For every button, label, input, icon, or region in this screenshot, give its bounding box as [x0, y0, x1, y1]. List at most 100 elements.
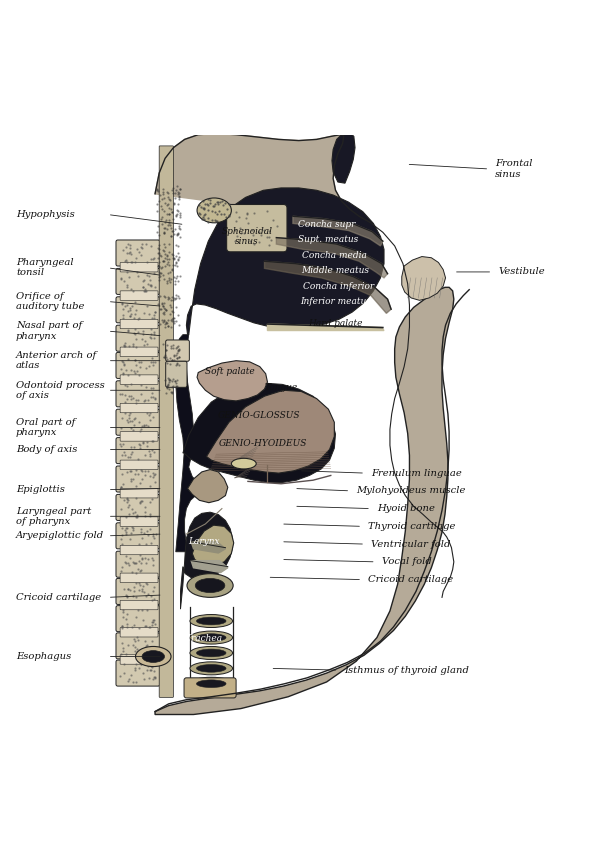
FancyBboxPatch shape	[116, 437, 160, 463]
Point	[173, 307, 183, 321]
Point	[143, 660, 153, 673]
Point	[148, 311, 157, 325]
Point	[136, 248, 146, 262]
Point	[128, 423, 137, 437]
Point	[124, 270, 134, 284]
Point	[167, 353, 177, 367]
Point	[122, 246, 131, 260]
Point	[265, 238, 274, 251]
Point	[127, 502, 137, 516]
Point	[171, 381, 181, 394]
Point	[139, 418, 148, 432]
Point	[254, 226, 264, 239]
Point	[170, 186, 179, 200]
Point	[118, 308, 127, 322]
Point	[172, 208, 182, 221]
Point	[137, 603, 146, 616]
Point	[131, 675, 141, 689]
Point	[116, 647, 126, 660]
Point	[130, 468, 140, 481]
Point	[215, 195, 225, 208]
Point	[256, 228, 266, 242]
Point	[133, 633, 143, 647]
Point	[162, 338, 172, 351]
Ellipse shape	[195, 579, 225, 592]
Point	[135, 548, 145, 561]
Point	[167, 263, 177, 277]
Point	[148, 466, 158, 480]
Point	[131, 479, 141, 492]
Point	[140, 647, 150, 661]
Point	[163, 377, 173, 391]
Point	[159, 305, 169, 319]
Point	[140, 418, 149, 432]
Point	[127, 378, 136, 392]
Point	[138, 324, 148, 338]
Point	[141, 361, 151, 375]
Point	[126, 307, 136, 321]
FancyBboxPatch shape	[116, 466, 160, 492]
Point	[140, 505, 150, 519]
Point	[163, 199, 172, 213]
Point	[170, 353, 179, 367]
Point	[166, 374, 175, 387]
Point	[167, 262, 177, 276]
Point	[172, 271, 181, 285]
Point	[125, 389, 134, 403]
Point	[139, 338, 149, 351]
Point	[170, 191, 180, 205]
Point	[172, 183, 181, 197]
Point	[120, 388, 130, 402]
Polygon shape	[181, 512, 233, 610]
Point	[175, 318, 184, 331]
Point	[163, 290, 173, 304]
Point	[146, 381, 155, 395]
Point	[155, 318, 164, 331]
Point	[129, 579, 139, 593]
Point	[118, 610, 128, 624]
Point	[143, 553, 152, 567]
Point	[142, 604, 152, 617]
Point	[210, 205, 220, 219]
Point	[136, 564, 145, 578]
Point	[217, 194, 226, 208]
Point	[127, 255, 137, 269]
Point	[133, 313, 143, 326]
Point	[130, 440, 139, 454]
Point	[151, 474, 160, 488]
Point	[174, 192, 184, 206]
Point	[117, 537, 127, 551]
Point	[162, 379, 172, 393]
Point	[170, 292, 180, 306]
Point	[148, 470, 158, 484]
Point	[130, 505, 139, 518]
Point	[159, 226, 169, 239]
Point	[142, 435, 151, 449]
Point	[128, 339, 138, 353]
Text: Soft palate: Soft palate	[205, 367, 255, 376]
Point	[207, 213, 217, 226]
Point	[141, 619, 151, 633]
Point	[268, 214, 278, 227]
Point	[140, 465, 150, 479]
Point	[139, 280, 148, 294]
Ellipse shape	[196, 680, 226, 688]
Point	[148, 492, 157, 505]
Point	[119, 311, 128, 325]
Point	[122, 379, 131, 393]
Point	[127, 565, 137, 579]
Point	[122, 280, 132, 294]
Point	[125, 338, 134, 352]
Point	[262, 230, 272, 244]
Point	[131, 556, 141, 570]
Point	[137, 472, 146, 486]
Point	[138, 327, 148, 341]
Point	[136, 437, 145, 451]
Point	[167, 290, 177, 304]
Point	[219, 208, 229, 221]
Point	[131, 566, 141, 579]
Point	[158, 182, 167, 195]
Point	[125, 583, 134, 597]
Point	[162, 207, 172, 220]
Point	[160, 195, 170, 209]
